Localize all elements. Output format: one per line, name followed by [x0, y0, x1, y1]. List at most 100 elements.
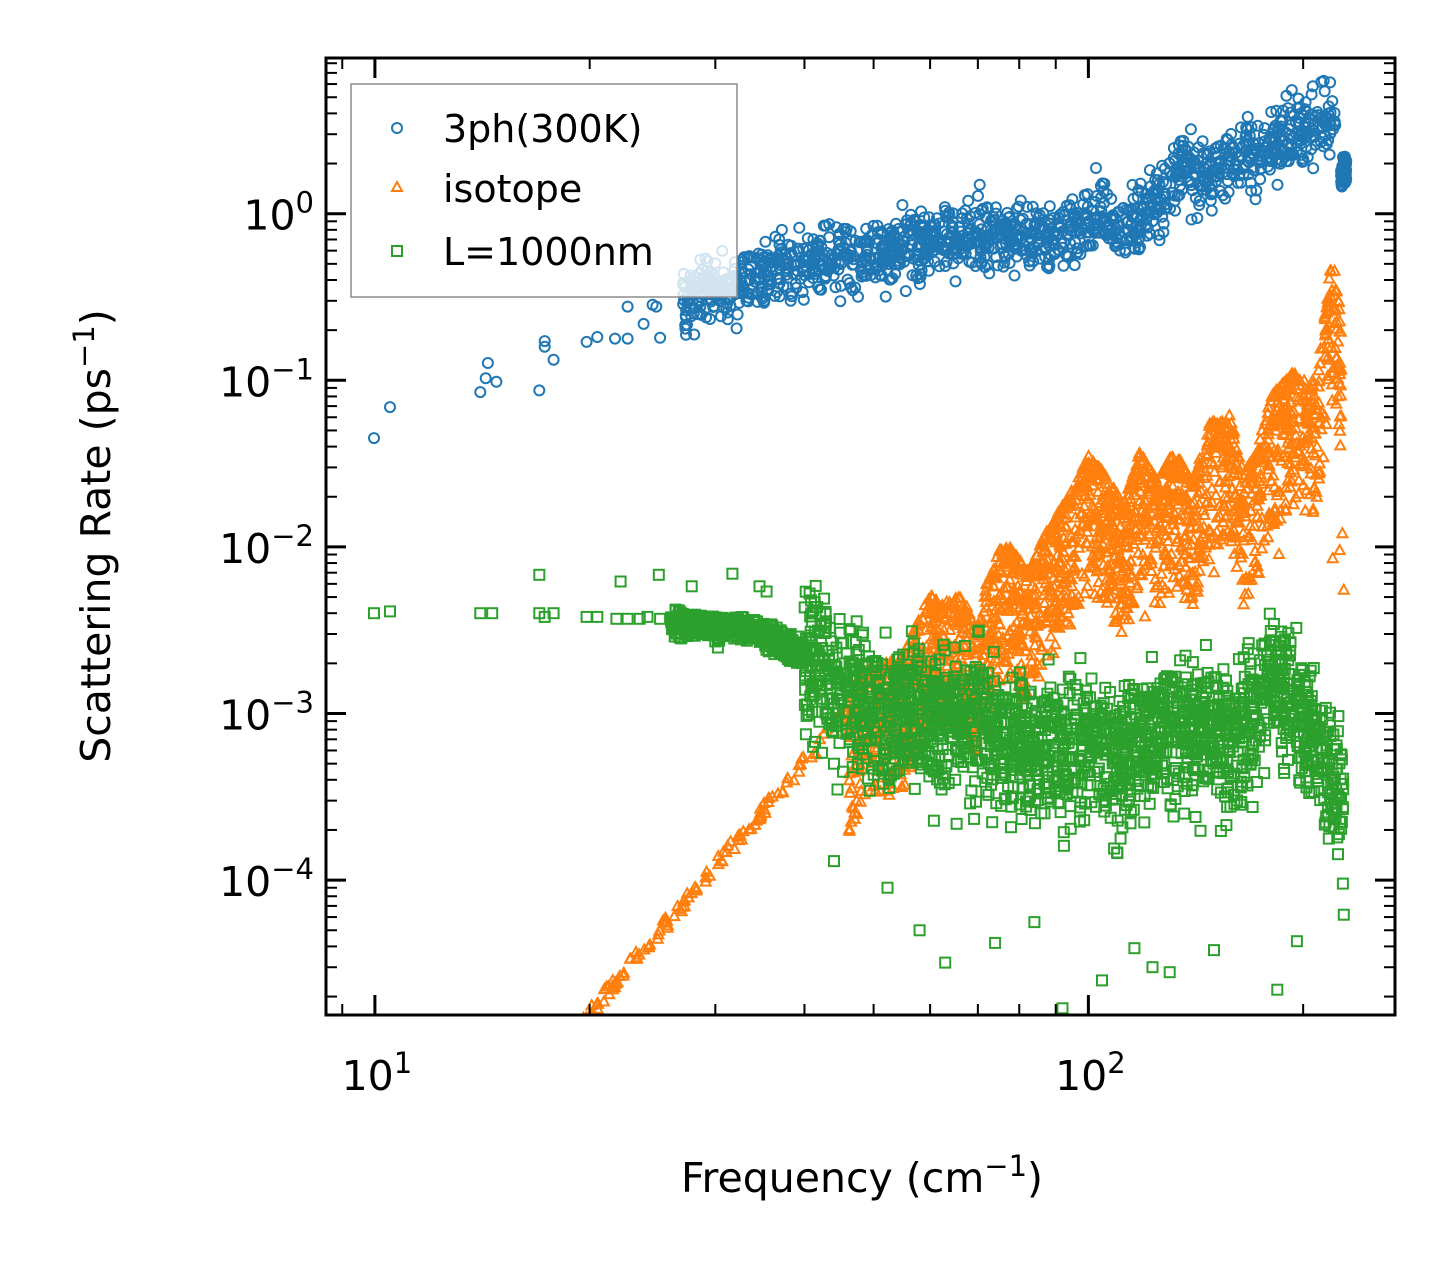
data-point-circle — [1098, 177, 1111, 190]
data-point-square — [533, 568, 546, 581]
data-point-triangle — [658, 913, 672, 926]
data-point-triangle — [1101, 580, 1115, 593]
data-point-circle — [820, 246, 833, 259]
data-point-circle — [1104, 212, 1117, 225]
data-point-circle — [896, 199, 909, 211]
data-point-circle — [1263, 163, 1276, 176]
data-point-circle — [1047, 239, 1060, 251]
data-point-circle — [1113, 244, 1126, 257]
data-point-triangle — [1121, 557, 1135, 570]
data-point-circle — [775, 223, 788, 236]
data-point-triangle — [606, 982, 620, 995]
data-point-triangle — [1034, 609, 1049, 622]
data-point-circle — [1250, 184, 1263, 197]
data-point-square — [726, 567, 739, 580]
data-point-triangle — [1058, 499, 1072, 512]
data-point-triangle — [1111, 556, 1126, 569]
data-point-circle — [1251, 119, 1264, 132]
data-point-circle — [888, 228, 900, 240]
data-point-square — [1179, 649, 1192, 662]
data-point-square — [1167, 810, 1180, 823]
data-point-triangle — [1000, 654, 1015, 667]
data-point-triangle — [1248, 450, 1262, 463]
data-point-circle — [538, 340, 551, 353]
data-point-triangle — [1301, 388, 1316, 401]
data-point-triangle — [1250, 564, 1265, 577]
data-point-circle — [796, 286, 809, 299]
data-point-triangle — [1257, 533, 1271, 546]
data-point-triangle — [979, 594, 993, 607]
data-point-triangle — [1247, 518, 1262, 531]
data-point-circle — [1254, 173, 1267, 186]
data-point-square — [863, 784, 876, 797]
data-point-circle — [1024, 226, 1037, 239]
data-point-triangle — [1311, 379, 1326, 392]
data-point-triangle — [1138, 532, 1152, 545]
data-point-circle — [1084, 239, 1097, 252]
data-point-circle — [1008, 269, 1021, 282]
data-point-circle — [688, 328, 701, 341]
data-point-triangle — [1013, 553, 1027, 566]
data-point-square — [1128, 942, 1141, 955]
data-point-triangle — [1136, 453, 1151, 466]
data-point-triangle — [1286, 497, 1301, 510]
data-point-triangle — [1244, 503, 1258, 516]
data-point-circle — [1057, 205, 1070, 218]
data-point-circle — [824, 262, 837, 275]
data-point-triangle — [1104, 591, 1118, 604]
data-point-triangle — [1261, 400, 1275, 413]
data-point-triangle — [1296, 430, 1310, 443]
data-point-triangle — [1220, 416, 1234, 429]
data-point-circle — [1014, 194, 1027, 207]
data-point-triangle — [1056, 593, 1070, 606]
data-point-triangle — [1147, 468, 1161, 481]
data-point-triangle — [846, 801, 861, 814]
data-point-triangle — [667, 909, 681, 922]
data-point-triangle — [1331, 371, 1345, 384]
data-point-circle — [721, 306, 734, 319]
data-point-circle — [949, 275, 962, 288]
data-point-triangle — [1191, 575, 1205, 588]
data-point-triangle — [1086, 553, 1100, 566]
data-point-triangle — [1231, 449, 1245, 462]
data-point-triangle — [1002, 603, 1016, 616]
data-point-triangle — [1019, 574, 1033, 587]
data-point-triangle — [1113, 506, 1127, 519]
data-point-triangle — [1182, 503, 1197, 516]
data-point-triangle — [1321, 339, 1335, 352]
data-point-circle — [721, 313, 734, 326]
data-point-circle — [1043, 253, 1056, 266]
data-point-triangle — [997, 599, 1011, 612]
data-point-circle — [793, 221, 806, 234]
data-point-circle — [547, 353, 560, 366]
data-point-triangle — [1041, 553, 1055, 566]
data-point-circle — [1270, 104, 1283, 117]
data-point-triangle — [1308, 408, 1322, 421]
data-point-triangle — [1134, 484, 1148, 497]
data-point-triangle — [1321, 368, 1335, 381]
data-point-square — [685, 580, 698, 593]
data-point-square — [1290, 935, 1303, 948]
data-point-triangle — [1255, 519, 1270, 532]
data-point-circle — [832, 243, 845, 256]
data-point-triangle — [1148, 580, 1163, 593]
data-point-circle — [1222, 186, 1235, 198]
data-point-circle — [987, 242, 1000, 255]
data-point-circle — [1080, 208, 1093, 221]
data-point-triangle — [1028, 581, 1042, 594]
data-point-triangle — [1298, 403, 1313, 416]
data-point-circle — [1024, 242, 1037, 255]
data-point-square — [1332, 848, 1344, 861]
data-point-square — [970, 795, 982, 808]
data-point-triangle — [926, 590, 940, 603]
data-point-triangle — [1137, 461, 1151, 474]
data-point-triangle — [1058, 583, 1073, 596]
data-point-triangle — [1304, 441, 1319, 454]
data-point-triangle — [1035, 545, 1050, 558]
data-point-triangle — [1175, 540, 1189, 553]
data-point-triangle — [1121, 503, 1136, 516]
data-point-circle — [1112, 205, 1125, 218]
data-point-triangle — [1072, 478, 1086, 491]
data-point-triangle — [983, 615, 998, 628]
